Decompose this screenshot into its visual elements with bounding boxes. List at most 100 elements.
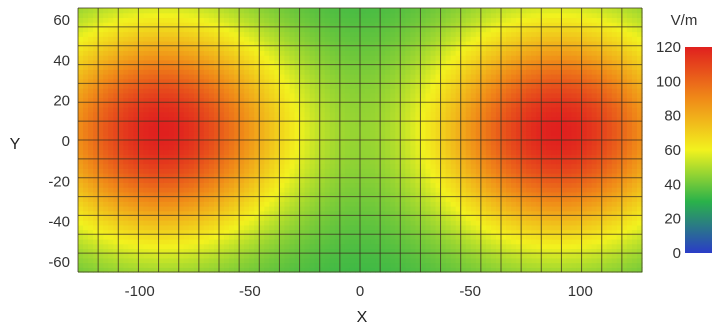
- heatmap-cell: [173, 201, 180, 207]
- heatmap-cell: [294, 267, 301, 273]
- heatmap-cell: [229, 64, 235, 70]
- heatmap-cell: [269, 102, 275, 108]
- heatmap-cell: [93, 41, 99, 47]
- heatmap-cell: [430, 45, 437, 52]
- heatmap-cell: [400, 173, 406, 179]
- heatmap-cell: [415, 234, 422, 240]
- heatmap-cell: [128, 45, 134, 52]
- heatmap-cell: [415, 215, 422, 221]
- heatmap-cell: [380, 144, 386, 151]
- heatmap-cell: [239, 267, 245, 273]
- heatmap-cell: [380, 22, 386, 28]
- heatmap-cell: [158, 26, 165, 33]
- heatmap-cell: [193, 234, 200, 240]
- heatmap-cell: [385, 168, 391, 174]
- heatmap-cell: [279, 177, 286, 184]
- heatmap-cell: [304, 88, 311, 94]
- heatmap-cell: [334, 50, 341, 56]
- heatmap-cell: [455, 168, 462, 174]
- heatmap-cell: [163, 74, 170, 80]
- heatmap-cell: [309, 154, 316, 160]
- heatmap-cell: [501, 191, 507, 198]
- heatmap-cell: [521, 125, 527, 132]
- heatmap-cell: [415, 154, 422, 160]
- heatmap-cell: [435, 201, 442, 207]
- heatmap-cell: [148, 220, 155, 226]
- heatmap-cell: [521, 26, 527, 33]
- heatmap-cell: [148, 224, 155, 231]
- heatmap-cell: [188, 17, 195, 23]
- heatmap-cell: [118, 201, 124, 207]
- heatmap-cell: [339, 22, 346, 28]
- heatmap-cell: [88, 239, 94, 245]
- heatmap-cell: [440, 140, 447, 146]
- heatmap-cell: [450, 125, 457, 132]
- heatmap-cell: [465, 215, 472, 221]
- heatmap-cell: [455, 191, 462, 198]
- heatmap-cell: [279, 239, 286, 245]
- heatmap-cell: [158, 239, 165, 245]
- heatmap-cell: [420, 215, 427, 221]
- heatmap-cell: [435, 239, 442, 245]
- heatmap-cell: [324, 17, 331, 23]
- heatmap-cell: [103, 253, 109, 259]
- heatmap-cell: [93, 177, 99, 184]
- heatmap-cell: [284, 206, 291, 212]
- heatmap-cell: [229, 149, 235, 155]
- heatmap-cell: [405, 154, 411, 160]
- heatmap-cell: [173, 41, 180, 47]
- heatmap-cell: [128, 182, 134, 188]
- heatmap-cell: [395, 102, 401, 108]
- heatmap-cell: [511, 74, 517, 80]
- heatmap-cell: [440, 234, 447, 240]
- heatmap-cell: [208, 12, 215, 19]
- heatmap-cell: [319, 220, 326, 226]
- heatmap-cell: [158, 12, 165, 19]
- heatmap-cell: [234, 45, 240, 52]
- heatmap-cell: [430, 69, 437, 75]
- heatmap-cell: [98, 144, 104, 151]
- heatmap-cell: [163, 140, 170, 146]
- heatmap-cell: [113, 121, 119, 127]
- heatmap-cell: [314, 158, 321, 165]
- heatmap-cell: [148, 210, 155, 217]
- heatmap-cell: [213, 97, 220, 103]
- heatmap-cell: [390, 64, 396, 70]
- heatmap-cell: [249, 45, 255, 52]
- heatmap-cell: [299, 97, 306, 103]
- heatmap-cell: [299, 31, 306, 37]
- heatmap-cell: [93, 83, 99, 89]
- heatmap-cell: [501, 125, 507, 132]
- heatmap-cell: [208, 144, 215, 151]
- heatmap-cell: [370, 111, 376, 118]
- heatmap-cell: [309, 201, 316, 207]
- heatmap-cell: [178, 22, 185, 28]
- heatmap-cell: [415, 41, 422, 47]
- heatmap-cell: [415, 158, 422, 165]
- heatmap-cell: [123, 267, 129, 273]
- heatmap-cell: [249, 74, 255, 80]
- heatmap-cell: [208, 224, 215, 231]
- heatmap-cell: [415, 116, 422, 122]
- heatmap-cell: [259, 92, 265, 99]
- heatmap-cell: [249, 168, 255, 174]
- heatmap-cell: [259, 253, 265, 259]
- heatmap-cell: [490, 88, 497, 94]
- heatmap-cell: [203, 206, 210, 212]
- heatmap-cell: [208, 45, 215, 52]
- heatmap-cell: [158, 262, 165, 268]
- heatmap-cell: [329, 107, 336, 113]
- heatmap-cell: [465, 92, 472, 99]
- heatmap-cell: [339, 262, 346, 268]
- heatmap-cell: [203, 130, 210, 136]
- heatmap-cell: [213, 168, 220, 174]
- heatmap-cell: [254, 121, 260, 127]
- heatmap-cell: [344, 257, 351, 264]
- heatmap-cell: [475, 140, 482, 146]
- heatmap-cell: [455, 50, 462, 56]
- heatmap-cell: [339, 210, 346, 217]
- heatmap-cell: [430, 191, 437, 198]
- heatmap-cell: [118, 239, 124, 245]
- heatmap-cell: [234, 144, 240, 151]
- heatmap-cell: [506, 234, 512, 240]
